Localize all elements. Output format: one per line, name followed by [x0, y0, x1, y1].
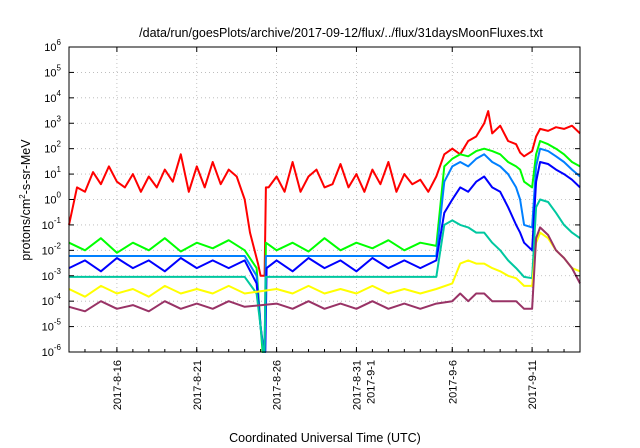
y-tick-label: 10-5 [42, 318, 62, 334]
series-layer [68, 110, 581, 353]
x-axis-ticks: 2017-8-16 2017-8-21 2017-8-26 2017-8-31 2017… [112, 360, 539, 410]
series-line-6 [68, 231, 581, 298]
y-tick-label: 101 [44, 165, 61, 181]
y-tick-label: 102 [44, 140, 61, 156]
series-line-7 [68, 226, 581, 313]
y-tick-label: 103 [44, 114, 61, 130]
y-tick-label: 104 [44, 89, 61, 105]
series-line-2 [68, 140, 581, 353]
y-tick-label: 10-4 [42, 292, 62, 308]
y-tick-label: 100 [44, 191, 61, 207]
y-tick-label: 10-2 [42, 241, 62, 257]
x-tick-label: 2017-8-16 [112, 360, 124, 410]
y-tick-label: 105 [44, 63, 61, 79]
y-tick-label: 106 [44, 38, 61, 54]
series-line-1 [68, 110, 581, 277]
x-tick-label: 2017-9-6 [447, 360, 459, 404]
chart-title: /data/run/goesPlots/archive/2017-09-12/f… [139, 26, 543, 40]
series-line-4 [68, 161, 581, 353]
y-axis-ticks: 10-6 10-5 10-4 10-3 10-2 10-1 100 101 102 103 104 1… [42, 38, 62, 359]
y-tick-label: 10-3 [42, 267, 62, 283]
tick-marks [68, 46, 581, 353]
x-tick-label: 2017-8-31 [351, 360, 363, 410]
x-tick-label: 2017-9-11 [527, 360, 539, 409]
x-tick-label: 2017-8-21 [192, 360, 204, 410]
y-axis-label: protons/cm2-s-sr-MeV [18, 139, 33, 261]
x-tick-label: 2017-8-26 [272, 360, 284, 410]
x-axis-label: Coordinated Universal Time (UTC) [229, 431, 421, 445]
series-line-3 [69, 147, 581, 353]
y-tick-label: 10-1 [42, 216, 62, 232]
x-tick-label: 2017-9-1 [365, 360, 377, 404]
y-tick-label: 10-6 [42, 343, 62, 359]
